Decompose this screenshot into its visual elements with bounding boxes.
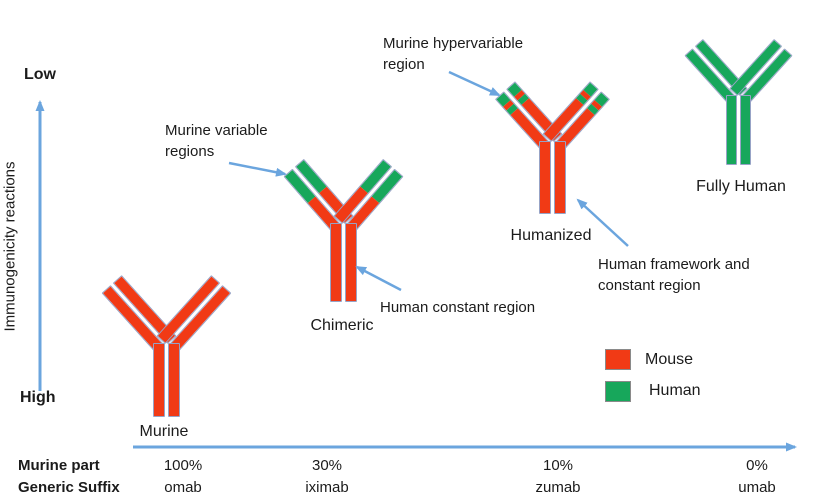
generic-suffix-value-chimeric: iximab — [305, 479, 349, 496]
antibody-bar — [538, 141, 551, 214]
antibody-label-humanized: Humanized — [510, 227, 592, 244]
antibody-stem — [725, 95, 751, 165]
annotation-murine-hypervariable-region: Murine hypervariable region — [383, 35, 524, 73]
legend-label-human: Human — [649, 382, 701, 399]
antibody-stem — [329, 223, 357, 302]
arm-segment-mouse — [153, 344, 164, 416]
antibody-stem — [538, 141, 566, 214]
arm-segment-mouse — [539, 142, 550, 213]
arm-segment-mouse — [345, 224, 356, 301]
legend-swatch-human — [605, 381, 631, 402]
generic-suffix-value-humanized: zumab — [535, 479, 581, 496]
antibody-bar — [553, 141, 566, 214]
antibody-label-fully-human: Fully Human — [696, 178, 786, 195]
antibody-label-murine: Murine — [139, 423, 189, 440]
arm-segment-human — [726, 96, 736, 164]
y-axis-bottom-label: High — [20, 389, 56, 406]
arm-segment-mouse — [554, 142, 565, 213]
legend-label-mouse: Mouse — [645, 351, 694, 368]
annotation-murine-variable-regions: Murine variable regions — [165, 122, 268, 160]
antibody-bar — [152, 343, 165, 417]
annotation-human-framework: Human framework and constant region — [598, 256, 750, 294]
antibody-stem — [152, 343, 180, 417]
annotation-human-constant-region: Human constant region — [380, 299, 536, 316]
antibody-bar — [167, 343, 180, 417]
antibody-bar — [739, 95, 751, 165]
x-axis-row1-header: Murine part — [18, 457, 100, 474]
murine-part-value-chimeric: 30% — [311, 457, 343, 474]
arm-segment-mouse — [168, 344, 179, 416]
arm-segment-mouse — [330, 224, 341, 301]
murine-part-value-humanized: 10% — [542, 457, 574, 474]
antibody-label-chimeric: Chimeric — [310, 317, 374, 334]
arm-segment-human — [740, 96, 750, 164]
generic-suffix-value-murine: omab — [164, 479, 202, 496]
murine-part-value-murine: 100% — [163, 457, 203, 474]
murine-part-value-fully-human: 0% — [746, 457, 768, 474]
y-axis-top-label: Low — [24, 66, 56, 83]
generic-suffix-value-fully-human: umab — [738, 479, 776, 496]
antibody-bar — [725, 95, 737, 165]
x-axis-row2-header: Generic Suffix — [18, 479, 120, 496]
antibody-bar — [329, 223, 342, 302]
legend-swatch-mouse — [605, 349, 631, 370]
antibody-bar — [344, 223, 357, 302]
